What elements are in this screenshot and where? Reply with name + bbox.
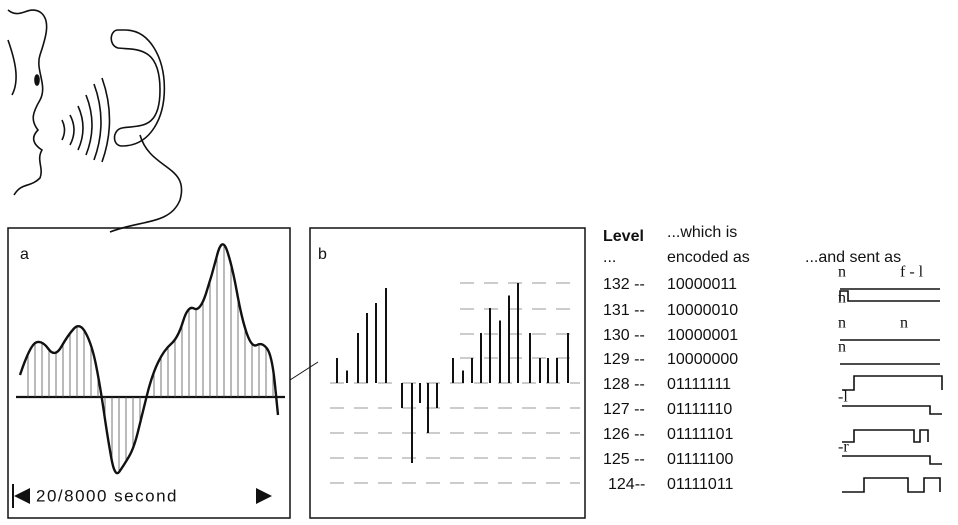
waveform (18, 243, 280, 475)
level-header-sub: ... (603, 249, 616, 266)
level-label: 126 -- (603, 426, 645, 443)
level-label: 127 -- (603, 401, 645, 418)
signal-glyph: n (838, 315, 846, 332)
signal-glyph: n (838, 264, 846, 281)
level-label: 129 -- (603, 351, 645, 368)
level-label: 125 -- (603, 451, 645, 468)
binary-code: 01111111 (667, 376, 731, 393)
signal-glyph: n (838, 290, 846, 307)
quantized-samples (330, 282, 580, 484)
binary-code: 10000010 (667, 302, 738, 319)
signal-wave (842, 429, 929, 443)
zoom-connector (289, 361, 319, 381)
encoding-table: 132 -- 10000011 n f - l 131 -- 10000010 n 130 -… (603, 264, 943, 493)
signal-glyph: -r (838, 439, 849, 456)
signal-glyph: f - l (900, 264, 924, 281)
binary-code: 10000011 (667, 276, 737, 293)
signal-glyph: n (838, 339, 846, 356)
signal-glyph: n (900, 315, 908, 332)
sample-lines (27, 244, 274, 473)
signal-wave (842, 405, 942, 415)
speaker-illustration (7, 9, 183, 233)
level-label: 132 -- (603, 276, 645, 293)
panel-b-frame (309, 227, 586, 519)
binary-code: 01111101 (667, 426, 734, 443)
level-label: 130 -- (603, 327, 645, 344)
signal-glyph: -l (838, 389, 848, 406)
level-label: 131 -- (603, 302, 645, 319)
level-header: Level (603, 228, 644, 245)
binary-code: 01111110 (667, 401, 732, 418)
signal-header: ...and sent as (805, 249, 901, 266)
binary-code: 10000001 (667, 327, 738, 344)
signal-wave (842, 477, 941, 493)
level-label: 124-- (608, 476, 645, 493)
panel-label: a (20, 246, 29, 263)
signal-wave (842, 375, 943, 391)
duration-label: 20/8000 second (36, 486, 178, 505)
code-header-sub: encoded as (667, 249, 750, 266)
panel-a-frame (7, 227, 291, 519)
binary-code: 01111011 (667, 476, 734, 493)
binary-code: 10000000 (667, 351, 738, 368)
binary-code: 01111100 (667, 451, 734, 468)
level-label: 128 -- (603, 376, 645, 393)
signal-wave (839, 290, 940, 302)
signal-wave (842, 455, 942, 465)
code-header: ...which is (667, 224, 737, 241)
panel-label: b (318, 246, 327, 263)
